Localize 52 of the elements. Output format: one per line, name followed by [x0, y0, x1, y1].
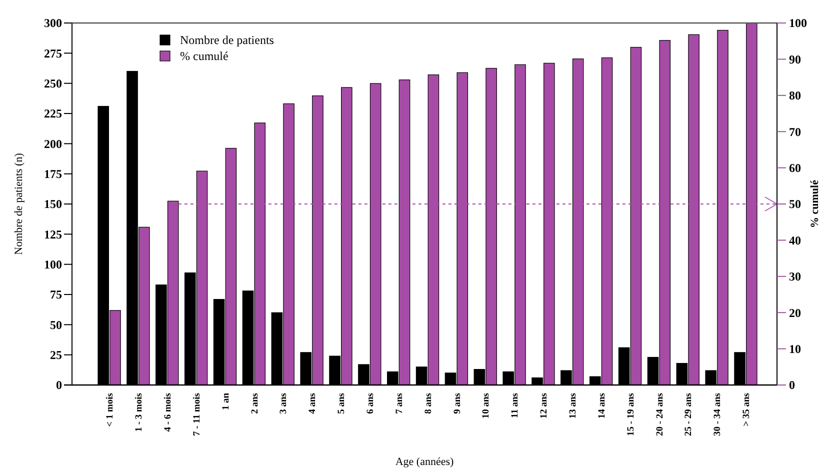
legend-label: % cumulé: [180, 49, 228, 64]
x-tick-label: 10 ans: [482, 392, 492, 419]
y2-tick-label: 60: [789, 161, 801, 175]
y2-tick-label: 10: [789, 342, 801, 356]
x-tick-label: 7 ans: [394, 392, 405, 414]
y-tick-label: 225: [44, 106, 62, 121]
y-tick-label: 0: [56, 378, 62, 392]
legend-label: Nombre de patients: [180, 33, 274, 48]
x-tick-label: 7 - 11 mois: [192, 392, 202, 436]
y-tick-label: 50: [50, 318, 62, 332]
x-tick-label: 1 an: [221, 392, 232, 410]
x-tick-label: 1 - 3 mois: [134, 392, 145, 432]
x-tick-label: 12 ans: [540, 392, 550, 419]
y2-axis-title: % cumulé: [809, 180, 821, 228]
y-tick-label: 250: [44, 76, 62, 91]
y-tick-label: 125: [44, 227, 62, 242]
y2-tick-label: 80: [789, 88, 801, 103]
x-tick-label: 20 - 24 ans: [655, 392, 666, 436]
x-tick-label: 6 ans: [366, 392, 376, 414]
y-tick-label: 100: [44, 258, 62, 272]
y-tick-label: 75: [50, 288, 62, 302]
y2-tick-label: 0: [789, 378, 795, 392]
y2-tick-label: 70: [789, 124, 801, 139]
x-tick-label: 5 ans: [337, 392, 348, 414]
y-axis-title: Nombre de patients (n): [13, 152, 25, 255]
y2-tick-label: 40: [789, 233, 801, 248]
x-tick-label: < 1 mois: [106, 392, 116, 427]
x-tick-label: 3 ans: [279, 392, 290, 414]
x-tick-label: > 35 ans: [742, 392, 752, 426]
x-tick-label: 8 ans: [424, 392, 434, 414]
x-tick-label: 25 - 29 ans: [684, 392, 694, 436]
x-tick-label: 4 - 6 mois: [163, 392, 174, 432]
x-tick-label: 13 ans: [568, 392, 578, 419]
x-tick-label: 9 ans: [452, 392, 463, 414]
y2-tick-label: 30: [789, 270, 801, 284]
x-tick-label: 2 ans: [250, 392, 260, 414]
x-tick-label: 14 ans: [597, 392, 608, 419]
y2-tick-label: 100: [789, 16, 807, 30]
y2-tick-label: 50: [789, 197, 801, 212]
y2-tick-label: 90: [789, 52, 801, 66]
y-tick-label: 300: [44, 16, 62, 30]
x-tick-label: 11 ans: [510, 392, 521, 418]
y-tick-label: 200: [44, 136, 62, 151]
x-tick-label: 15 - 19 ans: [626, 392, 636, 436]
y-tick-label: 175: [44, 167, 62, 182]
y-tick-label: 25: [50, 348, 62, 362]
x-axis-title: Age (années): [395, 456, 454, 468]
y-tick-label: 275: [44, 46, 62, 60]
y-tick-label: 150: [44, 197, 62, 212]
y2-tick-label: 20: [789, 306, 801, 320]
x-tick-label: 30 - 34 ans: [713, 392, 724, 436]
x-tick-label: 4 ans: [308, 392, 318, 414]
